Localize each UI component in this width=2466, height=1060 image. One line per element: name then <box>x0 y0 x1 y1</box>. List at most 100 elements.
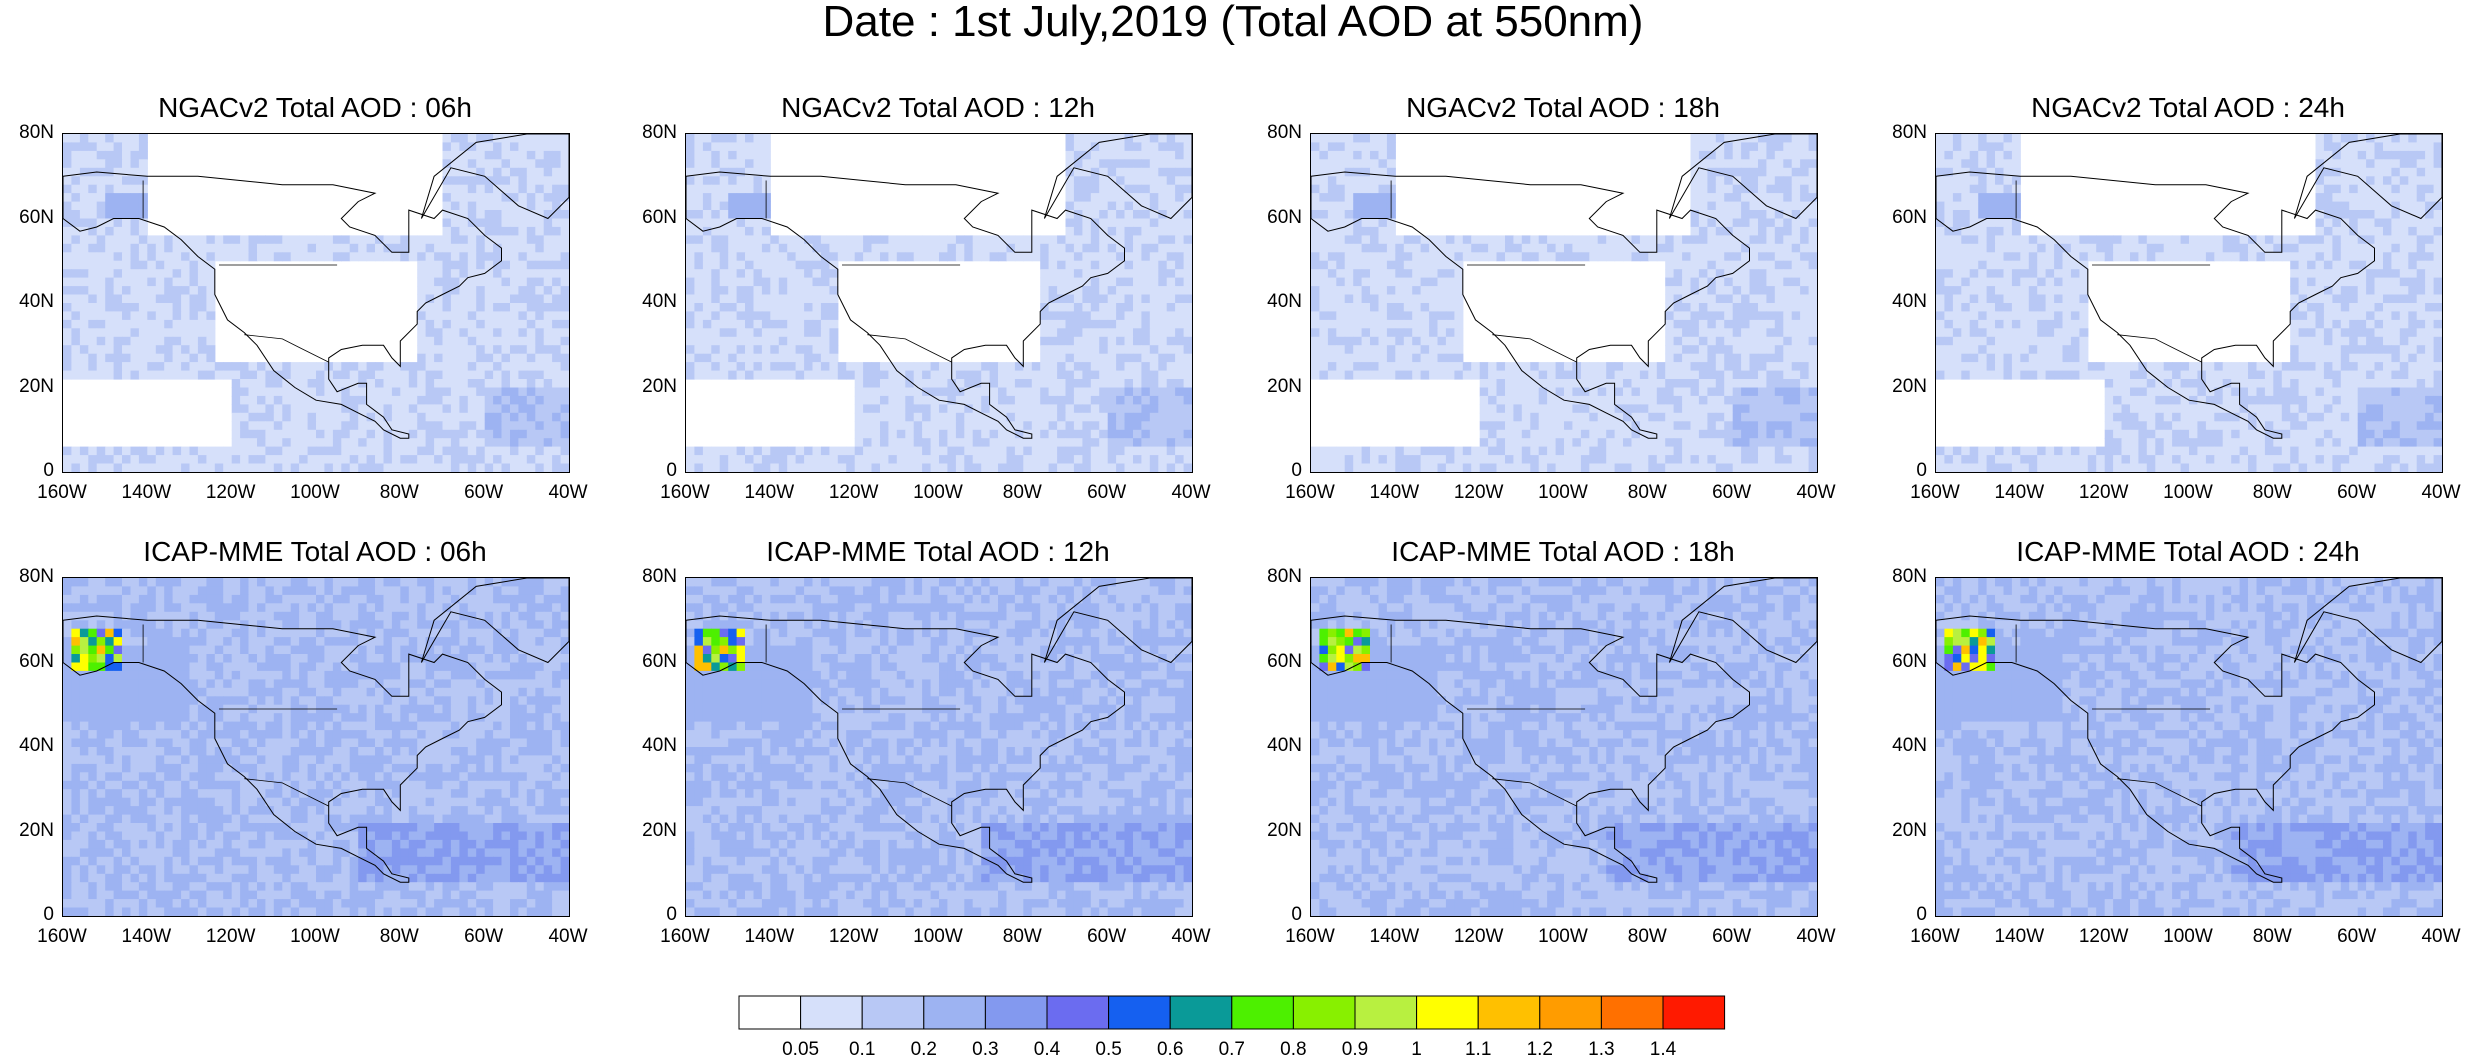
longitude-tick-label: 120W <box>1449 927 1509 947</box>
latitude-tick-label: 60N <box>1873 208 1927 228</box>
colorbar-swatch <box>739 996 801 1029</box>
colorbar-level-label: 0.05 <box>776 1040 826 1060</box>
longitude-tick-label: 100W <box>285 483 345 503</box>
panel-title: ICAP-MME Total AOD : 24h <box>1935 537 2441 567</box>
longitude-tick-label: 120W <box>2074 927 2134 947</box>
longitude-tick-label: 60W <box>2327 483 2387 503</box>
longitude-tick-label: 140W <box>116 927 176 947</box>
latitude-tick-label: 40N <box>0 736 54 756</box>
latitude-tick-label: 40N <box>1248 736 1302 756</box>
longitude-tick-label: 100W <box>2158 483 2218 503</box>
colorbar-swatch <box>801 996 863 1029</box>
colorbar-swatch <box>924 996 986 1029</box>
panel-title: NGACv2 Total AOD : 24h <box>1935 93 2441 123</box>
map-panel <box>1935 133 2443 473</box>
longitude-tick-label: 160W <box>655 927 715 947</box>
map-panel <box>685 577 1193 917</box>
longitude-tick-label: 60W <box>1702 927 1762 947</box>
map-panel <box>1310 133 1818 473</box>
longitude-tick-label: 160W <box>1280 483 1340 503</box>
longitude-tick-label: 120W <box>201 483 261 503</box>
colorbar-level-label: 1 <box>1392 1040 1442 1060</box>
latitude-tick-label: 0 <box>0 461 54 481</box>
colorbar-level-label: 0.4 <box>1022 1040 1072 1060</box>
longitude-tick-label: 40W <box>2411 927 2466 947</box>
longitude-tick-label: 160W <box>1280 927 1340 947</box>
latitude-tick-label: 40N <box>1248 292 1302 312</box>
longitude-tick-label: 160W <box>655 483 715 503</box>
aod-field <box>63 578 569 916</box>
colorbar-level-label: 1.2 <box>1515 1040 1565 1060</box>
colorbar-swatch <box>862 996 924 1029</box>
latitude-tick-label: 60N <box>0 652 54 672</box>
page-title: Date : 1st July,2019 (Total AOD at 550nm… <box>0 0 2466 44</box>
colorbar-swatch <box>1663 996 1725 1029</box>
longitude-tick-label: 80W <box>2242 483 2302 503</box>
longitude-tick-label: 100W <box>285 927 345 947</box>
colorbar-level-label: 0.8 <box>1268 1040 1318 1060</box>
latitude-tick-label: 80N <box>1248 567 1302 587</box>
longitude-tick-label: 140W <box>1989 927 2049 947</box>
longitude-tick-label: 100W <box>1533 927 1593 947</box>
longitude-tick-label: 160W <box>32 927 92 947</box>
latitude-tick-label: 80N <box>0 567 54 587</box>
latitude-tick-label: 20N <box>1873 377 1927 397</box>
colorbar-swatch <box>1170 996 1232 1029</box>
map-panel <box>1310 577 1818 917</box>
latitude-tick-label: 60N <box>1248 208 1302 228</box>
longitude-tick-label: 100W <box>908 483 968 503</box>
colorbar-level-label: 0.9 <box>1330 1040 1380 1060</box>
longitude-tick-label: 100W <box>2158 927 2218 947</box>
longitude-tick-label: 80W <box>1617 927 1677 947</box>
latitude-tick-label: 60N <box>1248 652 1302 672</box>
latitude-tick-label: 60N <box>0 208 54 228</box>
latitude-tick-label: 40N <box>623 292 677 312</box>
latitude-tick-label: 0 <box>1873 905 1927 925</box>
latitude-tick-label: 40N <box>623 736 677 756</box>
longitude-tick-label: 160W <box>1905 927 1965 947</box>
latitude-tick-label: 40N <box>1873 292 1927 312</box>
latitude-tick-label: 80N <box>1873 567 1927 587</box>
latitude-tick-label: 0 <box>1873 461 1927 481</box>
longitude-tick-label: 80W <box>369 483 429 503</box>
longitude-tick-label: 40W <box>1786 483 1846 503</box>
panel-title: NGACv2 Total AOD : 12h <box>685 93 1191 123</box>
longitude-tick-label: 140W <box>116 483 176 503</box>
panel-title: NGACv2 Total AOD : 06h <box>62 93 568 123</box>
latitude-tick-label: 20N <box>0 377 54 397</box>
longitude-tick-label: 160W <box>32 483 92 503</box>
longitude-tick-label: 120W <box>824 483 884 503</box>
aod-field <box>1311 578 1817 916</box>
aod-field <box>686 578 1192 916</box>
latitude-tick-label: 0 <box>1248 461 1302 481</box>
colorbar-swatch <box>1109 996 1171 1029</box>
longitude-tick-label: 140W <box>1364 927 1424 947</box>
latitude-tick-label: 20N <box>623 821 677 841</box>
longitude-tick-label: 60W <box>454 927 514 947</box>
longitude-tick-label: 60W <box>1702 483 1762 503</box>
longitude-tick-label: 140W <box>1364 483 1424 503</box>
longitude-tick-label: 120W <box>201 927 261 947</box>
panel-title: ICAP-MME Total AOD : 12h <box>685 537 1191 567</box>
aod-field <box>686 134 1192 472</box>
aod-field <box>63 134 569 472</box>
longitude-tick-label: 40W <box>2411 483 2466 503</box>
aod-field <box>1936 578 2442 916</box>
colorbar-level-label: 0.5 <box>1084 1040 1134 1060</box>
latitude-tick-label: 0 <box>1248 905 1302 925</box>
latitude-tick-label: 40N <box>0 292 54 312</box>
longitude-tick-label: 60W <box>1077 483 1137 503</box>
colorbar-swatch <box>985 996 1047 1029</box>
longitude-tick-label: 140W <box>739 483 799 503</box>
longitude-tick-label: 100W <box>1533 483 1593 503</box>
colorbar-level-label: 1.3 <box>1576 1040 1626 1060</box>
colorbar-swatch <box>1293 996 1355 1029</box>
map-panel <box>62 577 570 917</box>
longitude-tick-label: 60W <box>2327 927 2387 947</box>
latitude-tick-label: 0 <box>0 905 54 925</box>
longitude-tick-label: 120W <box>824 927 884 947</box>
colorbar-swatch <box>1232 996 1294 1029</box>
latitude-tick-label: 60N <box>1873 652 1927 672</box>
panel-title: NGACv2 Total AOD : 18h <box>1310 93 1816 123</box>
